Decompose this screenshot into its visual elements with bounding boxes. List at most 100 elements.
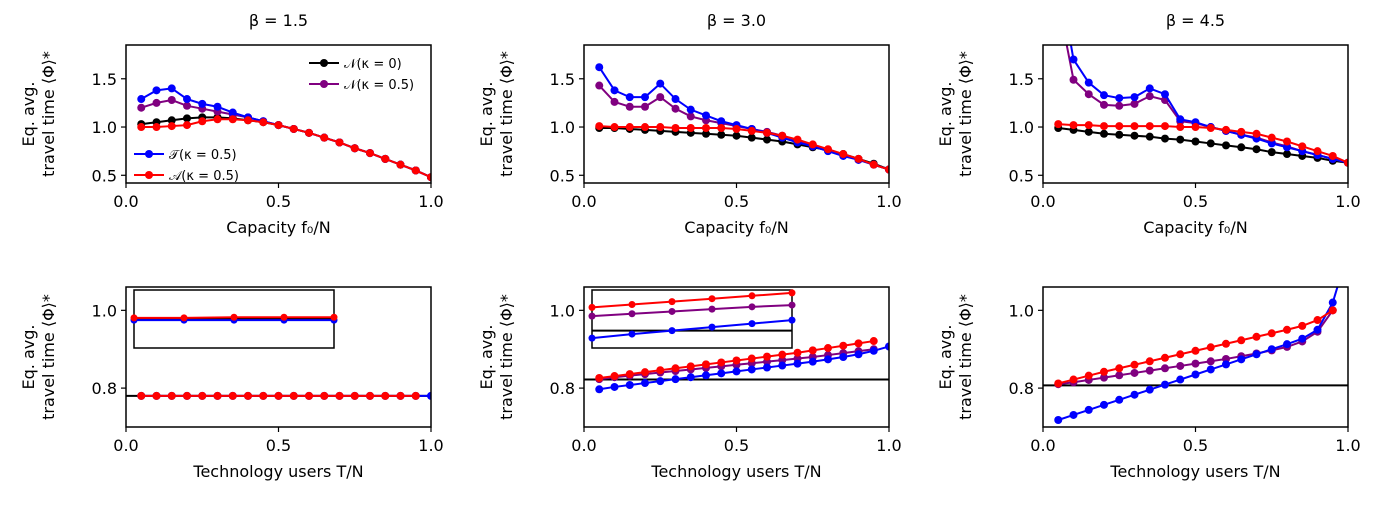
inset-data-point-T05 <box>708 323 716 331</box>
data-point-N0 <box>732 131 741 140</box>
data-point-A05 <box>198 117 207 126</box>
x-tick-label: 1.0 <box>1335 436 1360 455</box>
y-axis-label-line1: Eq. avg. <box>477 325 496 390</box>
data-point-N05 <box>641 102 649 111</box>
y-axis-label-line1: Eq. avg. <box>936 325 955 390</box>
data-point-N05 <box>1115 371 1124 380</box>
data-point-A05 <box>427 173 431 182</box>
data-point-N05 <box>1161 364 1169 373</box>
data-point-A05 <box>656 366 665 375</box>
data-point-A05 <box>824 145 832 154</box>
y-axis-label: Eq. avg. travel time ⟨Φ⟩* <box>19 294 58 420</box>
x-tick-label: 0.0 <box>571 436 596 455</box>
y-tick-label: 1.0 <box>1009 301 1034 320</box>
y-tick-label: 1.5 <box>550 70 575 89</box>
data-point-A05 <box>1237 336 1246 345</box>
data-point-N0 <box>1237 143 1246 152</box>
data-point-A05 <box>183 121 191 130</box>
data-point-N0 <box>1191 137 1200 146</box>
legend-marker-T05 <box>145 150 153 158</box>
inset-frame <box>591 289 793 349</box>
data-point-A05 <box>1298 142 1307 151</box>
data-point-T05 <box>1267 139 1276 148</box>
data-point-A05 <box>1252 332 1261 341</box>
data-point-A05 <box>717 358 726 367</box>
data-point-T05 <box>1237 355 1246 364</box>
data-point-A05 <box>1145 357 1154 366</box>
data-point-A05 <box>747 354 756 363</box>
data-point-A05 <box>1084 121 1093 130</box>
data-point-A05 <box>259 391 268 400</box>
x-tick-label: 0.0 <box>1030 436 1055 455</box>
x-tick-label: 1.0 <box>876 436 901 455</box>
inset <box>130 289 338 349</box>
data-point-T05 <box>1283 340 1291 349</box>
data-point-N05 <box>1145 92 1154 101</box>
data-point-A05 <box>732 124 741 133</box>
x-axis-label: Technology users T/N <box>192 462 363 481</box>
data-point-N0 <box>1084 127 1093 136</box>
y-axis-label-line2: travel time ⟨Φ⟩* <box>39 294 58 420</box>
y-tick-label: 0.8 <box>550 379 575 398</box>
data-point-T05 <box>1283 143 1291 152</box>
data-point-T05 <box>854 350 863 359</box>
data-point-T05 <box>183 95 191 104</box>
inset-data-point-N05 <box>708 305 716 313</box>
data-point-A05 <box>167 122 176 131</box>
data-point-N0 <box>167 116 176 125</box>
data-point-A05 <box>396 391 405 400</box>
data-point-N05 <box>1054 0 1062 6</box>
data-point-A05 <box>763 128 771 137</box>
data-point-A05 <box>228 391 237 400</box>
inset-series-line-T05 <box>591 319 793 340</box>
data-point-T05 <box>1115 94 1124 103</box>
data-point-A05 <box>686 123 695 132</box>
data-point-A05 <box>702 360 710 369</box>
data-point-A05 <box>213 115 222 124</box>
x-tick-label: 0.0 <box>571 192 596 211</box>
y-tick-label: 0.8 <box>1009 379 1034 398</box>
plot-area <box>137 84 431 182</box>
data-point-A05 <box>1176 123 1185 132</box>
data-point-T05 <box>198 99 207 108</box>
data-point-T05 <box>427 391 431 400</box>
legend-label-T05: 𝒯(κ = 0.5) <box>169 148 237 163</box>
data-point-A05 <box>686 362 695 371</box>
data-point-N05 <box>137 103 146 112</box>
data-point-T05 <box>732 367 741 376</box>
column-title: β = 4.5 <box>1166 11 1225 30</box>
x-axis-label: Capacity f₀/N <box>226 218 330 237</box>
data-point-N05 <box>1206 357 1215 366</box>
subplot-bottom-beta-3: 0.0 0.5 1.0 0.8 1.0 Technology users T/N Eq. a… <box>477 286 902 481</box>
data-point-A05 <box>778 131 787 140</box>
data-point-A05 <box>1054 120 1063 129</box>
data-point-T05 <box>1084 405 1093 414</box>
x-axis-label: Capacity f₀/N <box>1143 218 1247 237</box>
data-point-A05 <box>839 341 848 350</box>
subplot-top-beta-1.5: 0.0 0.5 1.0 0.5 1.0 1.5 Capacity f₀/N Eq. avg. t… <box>19 44 444 237</box>
data-point-A05 <box>183 391 191 400</box>
data-point-N05 <box>1130 368 1139 377</box>
data-point-A05 <box>1161 353 1169 362</box>
y-axis-label-line2: travel time ⟨Φ⟩* <box>956 294 975 420</box>
data-point-A05 <box>747 126 756 135</box>
data-point-N0 <box>1161 134 1169 143</box>
data-point-A05 <box>213 391 222 400</box>
data-point-T05 <box>671 375 680 384</box>
data-point-T05 <box>228 108 237 117</box>
data-point-T05 <box>1267 345 1276 354</box>
data-point-T05 <box>1130 390 1139 399</box>
y-axis-label-line1: Eq. avg. <box>477 82 496 147</box>
data-point-A05 <box>625 370 634 379</box>
data-point-T05 <box>778 361 787 370</box>
data-point-A05 <box>778 350 787 359</box>
data-point-A05 <box>839 150 848 159</box>
x-tick-label: 0.5 <box>266 192 291 211</box>
data-point-A05 <box>350 144 359 153</box>
y-tick-label: 1.0 <box>1009 118 1034 137</box>
data-point-A05 <box>793 348 802 357</box>
data-point-T05 <box>702 111 710 120</box>
data-point-A05 <box>244 116 252 125</box>
inset-data-point-N05 <box>668 307 676 315</box>
x-tick-label: 1.0 <box>418 192 443 211</box>
